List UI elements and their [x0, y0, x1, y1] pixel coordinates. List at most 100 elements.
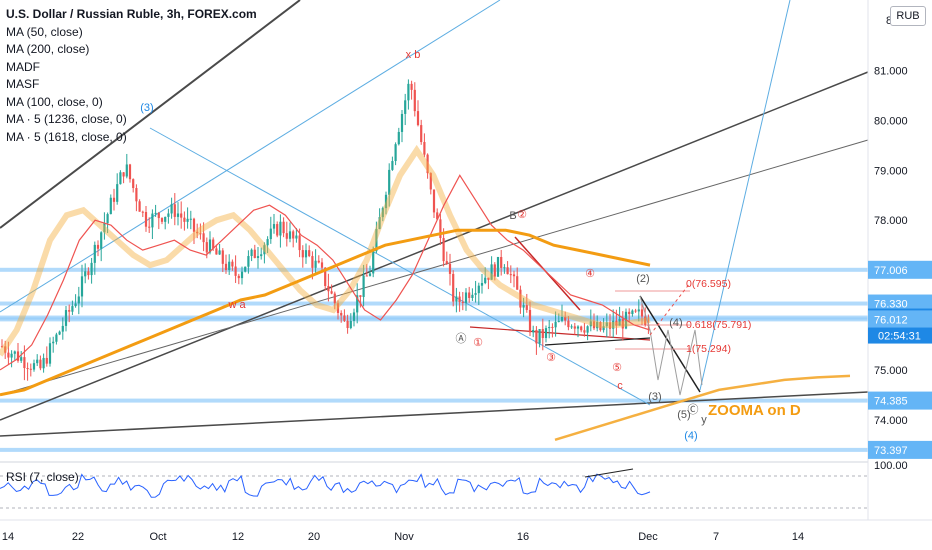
candle-body: [564, 316, 567, 321]
time-tick: 20: [308, 531, 320, 543]
candle-body: [557, 320, 560, 322]
candle-body: [250, 249, 253, 257]
countdown-tag: [868, 327, 932, 344]
candle-body: [157, 212, 160, 219]
candle-body: [525, 305, 528, 310]
candle-body: [349, 320, 352, 329]
legend-item[interactable]: MA (200, close): [6, 42, 90, 56]
candle-body: [413, 89, 416, 112]
time-tick: 16: [517, 531, 529, 543]
ma50-line: [0, 174, 651, 371]
candle-body: [173, 204, 176, 217]
candle-body: [477, 285, 480, 294]
rsi-legend[interactable]: RSI (7, close): [6, 470, 79, 484]
candle-body: [154, 212, 157, 214]
legend-item[interactable]: MA · 5 (1236, close, 0): [6, 112, 127, 126]
candle-body: [336, 303, 340, 313]
candle-body: [388, 169, 391, 195]
chart-title[interactable]: U.S. Dollar / Russian Ruble, 3h, FOREX.c…: [6, 7, 257, 21]
candle-body: [125, 164, 128, 177]
rsi-line: [0, 473, 651, 498]
horizontal-levels: [0, 267, 868, 452]
rsi-tick: 100.00: [874, 460, 908, 472]
candle-body: [471, 294, 474, 298]
candle-body: [58, 331, 61, 335]
candle-body: [583, 330, 586, 333]
candle-body: [192, 218, 196, 232]
candle-body: [599, 322, 602, 331]
candle-body: [384, 194, 388, 209]
candle-body: [132, 179, 135, 189]
moving-averages: [0, 144, 851, 441]
candle-body: [352, 312, 356, 321]
price-tick: 78.000: [874, 215, 908, 227]
candle-body: [618, 319, 621, 326]
candle-body: [48, 343, 52, 364]
candle-body: [320, 262, 324, 268]
price-tick: 79.000: [874, 165, 908, 177]
price-level-line: [0, 398, 868, 403]
candle-body: [615, 320, 618, 326]
rsi-panel: [0, 461, 868, 509]
candle-body: [416, 111, 420, 126]
candle-body: [420, 125, 423, 143]
candle-body: [410, 83, 413, 90]
wave-label: (3): [140, 102, 153, 114]
candle-body: [39, 359, 42, 369]
candle-body: [93, 244, 96, 263]
candle-body: [218, 250, 221, 255]
price-level-line: [0, 301, 868, 306]
ma200-line: [0, 228, 651, 397]
candle-body: [596, 322, 599, 329]
candle-body: [452, 273, 455, 302]
candle-body: [442, 238, 445, 262]
legend-item[interactable]: MA (50, close): [6, 24, 83, 39]
candle-body: [160, 218, 164, 222]
candle-body: [74, 303, 77, 307]
price-tick-partial: 8: [886, 15, 892, 27]
legend-item[interactable]: MA (100, close, 0): [6, 94, 103, 109]
candle-body: [621, 319, 624, 329]
candle-body: [122, 172, 125, 177]
price-level-tag: [868, 440, 932, 459]
projection-path: [639, 295, 703, 396]
candle-body: [375, 229, 378, 252]
candle-body: [80, 276, 84, 297]
candle-body: [180, 213, 183, 218]
candle-body: [496, 257, 500, 277]
candle-body: [221, 250, 224, 264]
legend-item[interactable]: MADF: [6, 59, 40, 74]
candle-body: [135, 188, 138, 202]
legend-item[interactable]: MA · 5 (1618, close, 0): [6, 129, 127, 144]
candle-body: [103, 223, 106, 233]
candle-body: [500, 257, 503, 268]
wave-label: ①: [473, 337, 483, 349]
candle-body: [592, 321, 596, 329]
candle-body: [4, 346, 7, 353]
candle-body: [55, 334, 58, 342]
price-level-tag: [868, 391, 932, 410]
wave-drawings: [639, 282, 703, 396]
candle-body: [432, 189, 436, 213]
price-level-tag: [868, 294, 932, 313]
trend-line: [0, 71, 869, 421]
wave-label: (2): [636, 273, 649, 285]
wave-label: x b: [406, 49, 421, 61]
candle-body: [282, 221, 285, 234]
candle-body: [109, 197, 112, 215]
price-level-value: 77.006: [874, 265, 908, 277]
candle-body: [573, 326, 576, 329]
ma100-line: [0, 144, 651, 357]
projection-dashed: [649, 282, 691, 336]
price-level-value: 76.012: [874, 314, 908, 326]
candle-body: [208, 239, 212, 253]
candle-body: [317, 260, 320, 263]
trend-line: [0, 0, 501, 313]
candle-body: [164, 216, 167, 222]
candle-body: [637, 309, 640, 312]
candle-body: [13, 351, 16, 354]
legend-item[interactable]: MASF: [6, 77, 40, 91]
price-level-line: [0, 317, 868, 322]
currency-button[interactable]: RUB: [890, 6, 926, 26]
